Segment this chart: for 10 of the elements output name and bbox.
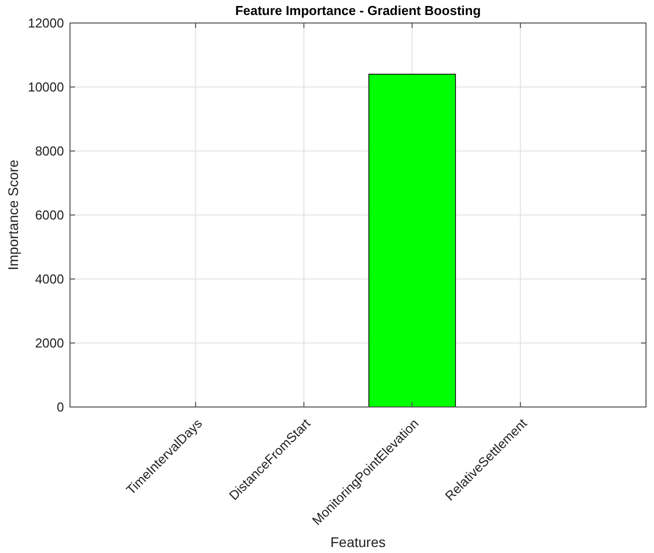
- y-tick-label: 10000: [28, 80, 64, 95]
- y-axis-title: Importance Score: [5, 160, 21, 270]
- y-tick-label: 12000: [28, 16, 64, 31]
- y-tick-label: 6000: [35, 208, 64, 223]
- y-tick-label: 8000: [35, 144, 64, 159]
- x-axis-title: Features: [330, 534, 386, 550]
- y-tick-label: 0: [56, 400, 64, 415]
- chart-title: Feature Importance - Gradient Boosting: [235, 3, 481, 18]
- y-tick-label: 2000: [35, 336, 64, 351]
- y-tick-label: 4000: [35, 272, 64, 287]
